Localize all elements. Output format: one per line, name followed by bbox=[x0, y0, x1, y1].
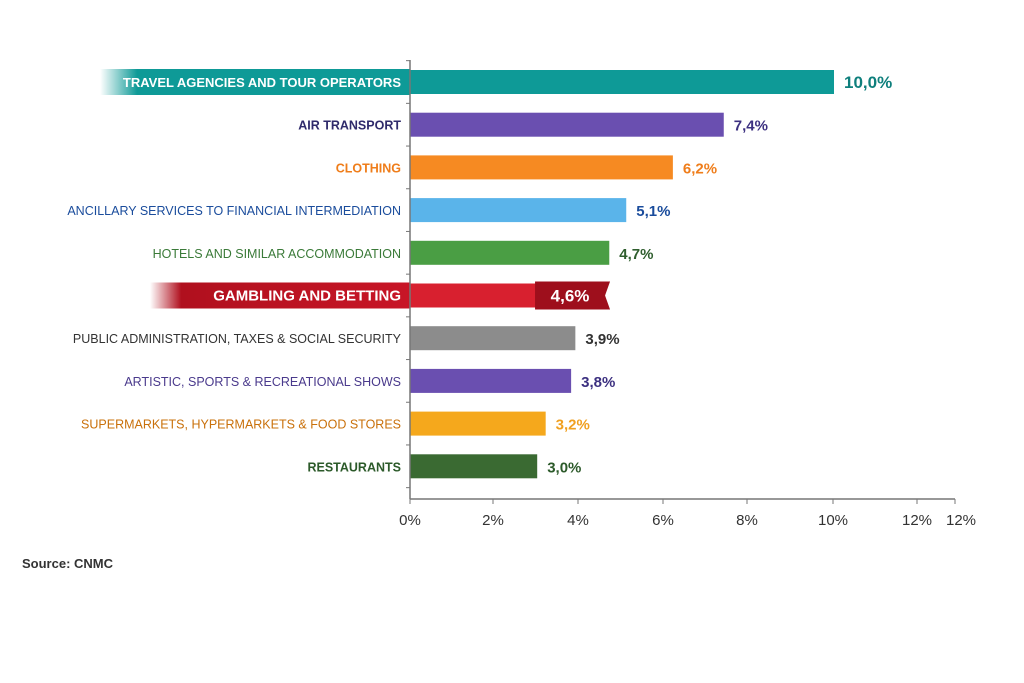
data-label: 7,4% bbox=[734, 118, 768, 135]
x-tick-label: 6% bbox=[652, 512, 674, 529]
x-tick-label: 12% bbox=[946, 512, 976, 529]
data-label: 4,6% bbox=[551, 287, 590, 306]
data-label: 5,1% bbox=[636, 203, 670, 220]
category-label: GAMBLING AND BETTING bbox=[213, 288, 401, 305]
category-label: SUPERMARKETS, HYPERMARKETS & FOOD STORES bbox=[81, 418, 401, 432]
data-label: 3,9% bbox=[585, 331, 619, 348]
bar bbox=[410, 240, 610, 265]
x-tick-label: 8% bbox=[736, 512, 758, 529]
category-label: TRAVEL AGENCIES AND TOUR OPERATORS bbox=[123, 75, 401, 90]
bar bbox=[410, 411, 546, 436]
data-label: 3,0% bbox=[547, 459, 581, 476]
x-tick-label: 12% bbox=[902, 512, 932, 529]
bar bbox=[410, 368, 572, 393]
category-label: CLOTHING bbox=[336, 161, 401, 175]
category-label: AIR TRANSPORT bbox=[298, 119, 401, 133]
source-note: Source: CNMC bbox=[22, 556, 114, 571]
category-label: RESTAURANTS bbox=[307, 460, 401, 474]
x-tick-label: 2% bbox=[482, 512, 504, 529]
data-label: 3,2% bbox=[556, 417, 590, 434]
data-label: 4,7% bbox=[619, 246, 653, 263]
highlight-band bbox=[150, 282, 410, 309]
bar bbox=[410, 70, 834, 94]
category-label: ANCILLARY SERVICES TO FINANCIAL INTERMED… bbox=[67, 204, 401, 218]
data-label: 6,2% bbox=[683, 160, 717, 177]
x-tick-label: 10% bbox=[818, 512, 848, 529]
bar bbox=[410, 326, 576, 351]
data-label: 3,8% bbox=[581, 374, 615, 391]
x-tick-label: 0% bbox=[399, 512, 421, 529]
category-label: ARTISTIC, SPORTS & RECREATIONAL SHOWS bbox=[124, 375, 401, 389]
category-label: HOTELS AND SIMILAR ACCOMMODATION bbox=[153, 247, 401, 261]
bar bbox=[410, 454, 538, 479]
highlight-band bbox=[100, 69, 410, 95]
value-tag bbox=[535, 281, 611, 310]
x-tick-label: 4% bbox=[567, 512, 589, 529]
category-label: PUBLIC ADMINISTRATION, TAXES & SOCIAL SE… bbox=[73, 332, 402, 346]
bar bbox=[410, 198, 627, 223]
data-label: 10,0% bbox=[844, 73, 892, 92]
bar bbox=[410, 112, 724, 137]
bar bbox=[410, 155, 673, 180]
